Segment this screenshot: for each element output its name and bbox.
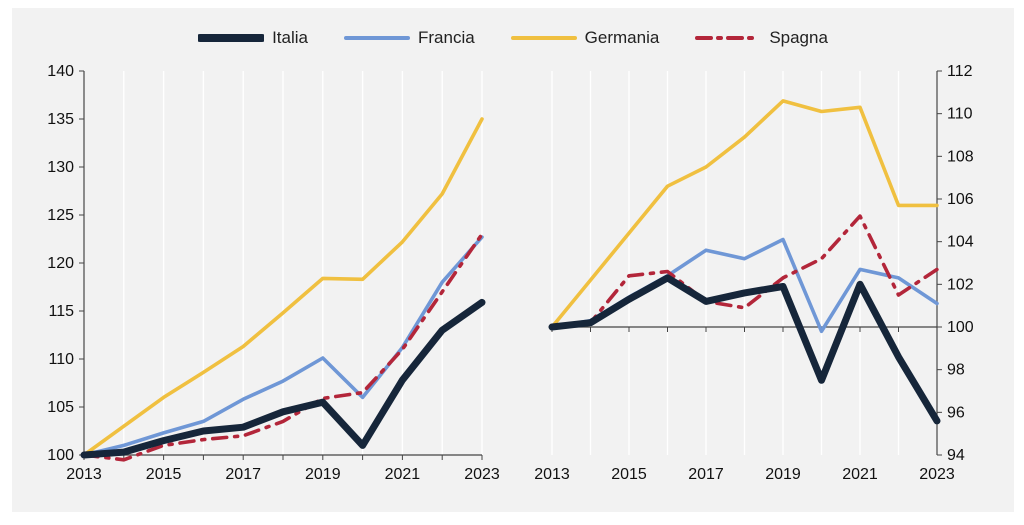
legend-swatch-italia	[198, 34, 265, 42]
legend-label-italia: Italia	[272, 28, 308, 47]
panel-2-series-germania	[550, 99, 939, 329]
panel-2-y-tick-label: 110	[947, 106, 973, 123]
panel-1-y-tick-label: 110	[48, 351, 74, 368]
legend-item-germania: Germania	[510, 28, 660, 48]
panel-1-series-spagna	[82, 232, 484, 462]
legend-label-germania: Germania	[584, 28, 660, 47]
legend-item-francia: Francia	[343, 28, 475, 48]
legend: Italia Francia Germania Spagna	[12, 28, 1014, 48]
legend-item-italia: Italia	[198, 28, 308, 48]
chart-figure: Italia Francia Germania Spagna 100 105 110…	[12, 8, 1014, 512]
panel-2-y-tick-label: 96	[947, 404, 965, 421]
legend-swatch-francia	[343, 36, 410, 40]
legend-label-spagna: Spagna	[769, 28, 828, 47]
panel-2-x-tick-label: 2023	[919, 466, 955, 483]
panel-2-series-italia	[548, 274, 941, 425]
panel-2-x-tick-label: 2015	[611, 466, 647, 483]
panel-2-x-tick-label: 2019	[765, 466, 801, 483]
panel-1-x-tick-label: 2017	[225, 466, 261, 483]
panel-1-x-tick-label: 2015	[146, 466, 182, 483]
panel-2-series-spagna	[550, 214, 939, 329]
panel-2-x-tick-label: 2013	[534, 466, 570, 483]
panel-1-y-tick-label: 140	[47, 63, 74, 80]
panel-2-y-tick-label: 98	[947, 362, 965, 379]
legend-swatch-spagna	[695, 36, 762, 40]
panel-1-y-tick-label: 100	[47, 447, 74, 464]
panel-2-y-tick-label: 94	[947, 447, 965, 464]
panel-1-x-tick-label: 2013	[66, 466, 102, 483]
panel-2-y-tick-label: 102	[947, 276, 974, 293]
panel-1-y-tick-label: 115	[48, 303, 74, 320]
panel-1-y-tick-label: 105	[47, 399, 74, 416]
legend-swatch-germania	[510, 36, 577, 40]
panel-1-series-francia	[82, 235, 484, 457]
panel-2-y-tick-label: 100	[947, 319, 974, 336]
panel-2-y-tick-label: 106	[947, 191, 974, 208]
panel-1-series-germania	[82, 117, 484, 457]
panel-2-x-tick-label: 2021	[842, 466, 878, 483]
panel-1-x-tick-label: 2023	[464, 466, 500, 483]
panel-1-y-tick-label: 135	[47, 111, 74, 128]
legend-item-spagna: Spagna	[695, 28, 828, 48]
panel-1-y-tick-label: 120	[47, 255, 74, 272]
panel-1-y-tick-label: 130	[47, 159, 74, 176]
panel-1-y-tick-label: 125	[47, 207, 74, 224]
panel-2-x-tick-label: 2017	[688, 466, 724, 483]
panel-2-y-tick-label: 108	[947, 148, 974, 165]
panel-1-x-tick-label: 2019	[305, 466, 341, 483]
chart-svg: 100 105 110 115 120 125 130 135 140 2013 2015 2017 2…	[47, 63, 974, 483]
panel-2-y-tick-label: 112	[947, 63, 973, 80]
panel-2-y-tick-label: 104	[947, 234, 974, 251]
legend-label-francia: Francia	[417, 28, 475, 47]
panel-1-x-tick-label: 2021	[385, 466, 421, 483]
panel-1-series-italia	[80, 298, 486, 459]
